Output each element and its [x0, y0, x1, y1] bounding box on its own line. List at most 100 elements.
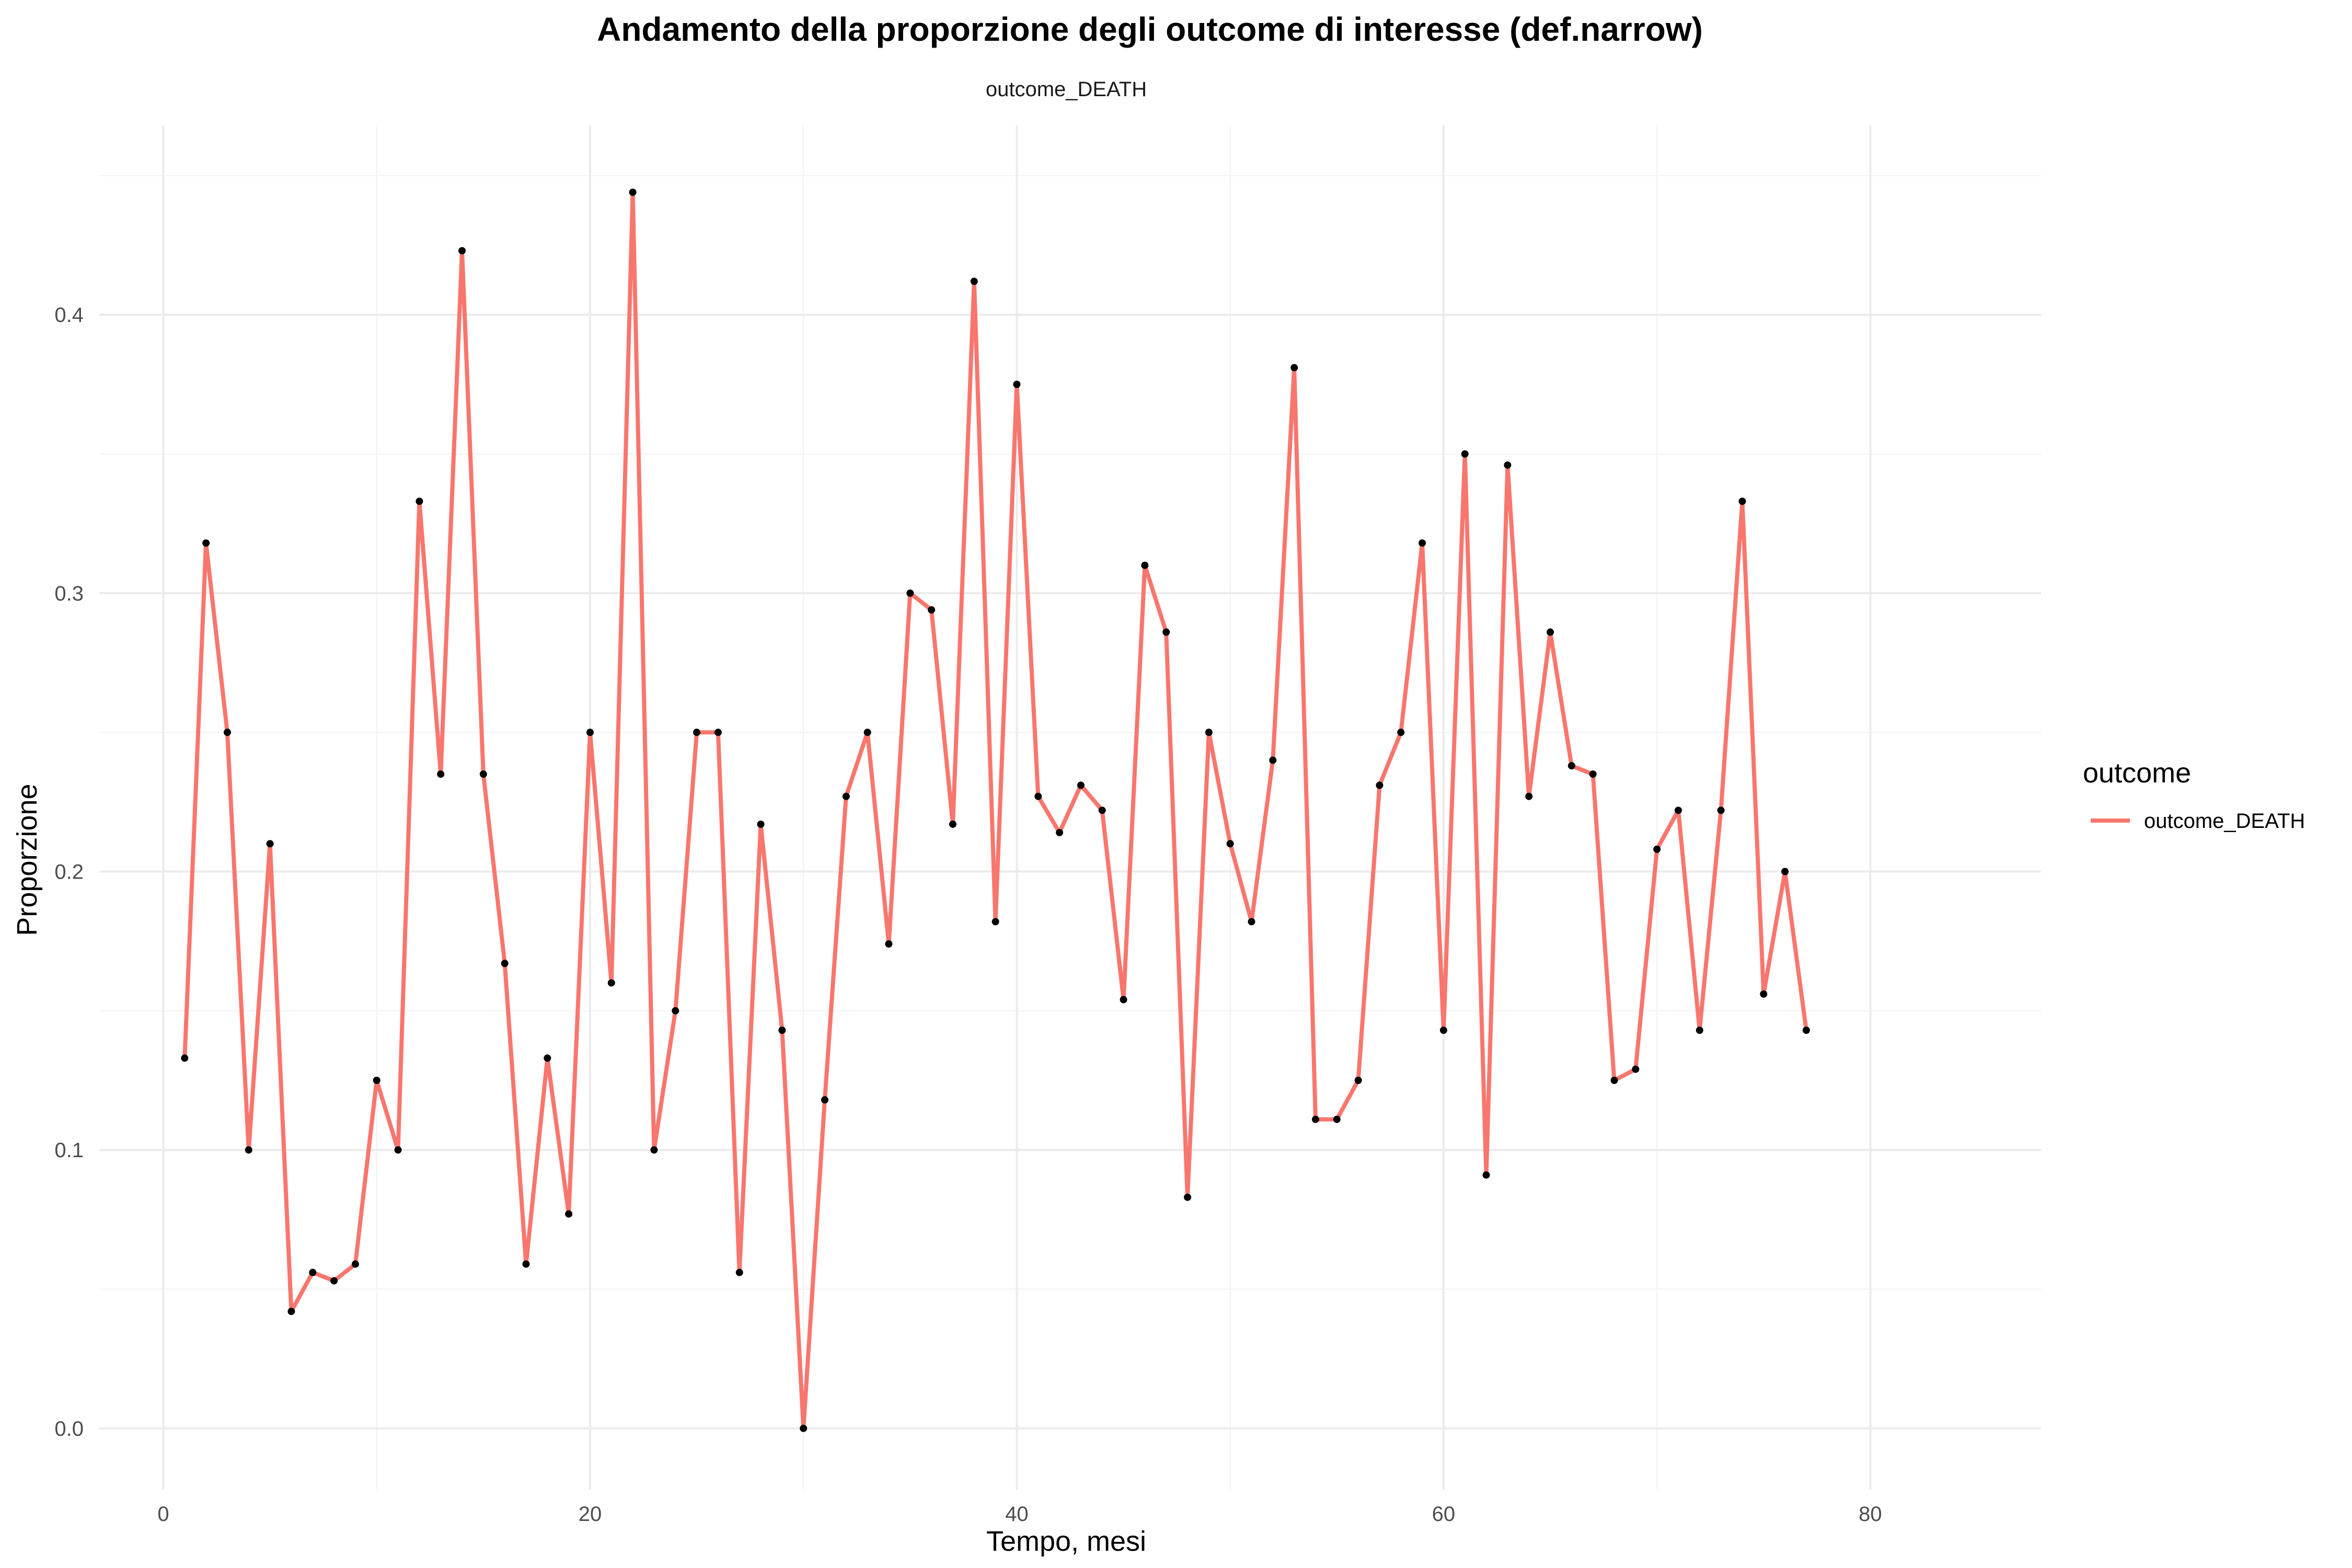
facet-strip-label: outcome_DEATH [986, 78, 1147, 101]
data-point [181, 1054, 189, 1062]
data-point [1248, 918, 1255, 926]
data-point [1439, 1027, 1447, 1034]
data-point [1333, 1115, 1341, 1123]
data-point [1419, 539, 1426, 547]
series-points [181, 188, 1810, 1432]
data-point [1311, 1115, 1319, 1123]
data-point [1696, 1027, 1703, 1034]
legend: outcome outcome_DEATH [2083, 757, 2305, 833]
y-tick-label: 0.3 [54, 582, 84, 605]
data-point [970, 278, 978, 285]
data-point [1184, 1193, 1192, 1201]
series-outcome-death [181, 188, 1810, 1432]
data-point [1162, 628, 1170, 636]
legend-title: outcome [2083, 757, 2191, 789]
y-tick-label: 0.2 [54, 861, 84, 884]
data-point [565, 1210, 573, 1218]
data-point [800, 1424, 808, 1432]
data-point [863, 729, 871, 736]
data-point [991, 918, 999, 926]
data-point [394, 1146, 402, 1154]
data-point [1376, 781, 1383, 789]
data-point [757, 820, 765, 828]
data-point [373, 1077, 381, 1084]
data-point [501, 960, 509, 967]
grid-major [99, 125, 2041, 1490]
data-point [1098, 806, 1106, 814]
data-point [1205, 729, 1213, 736]
data-point [1717, 806, 1725, 814]
data-point [309, 1269, 317, 1276]
data-point [223, 729, 231, 736]
data-point [245, 1146, 252, 1154]
data-point [735, 1269, 743, 1276]
data-point [906, 589, 914, 597]
data-point [1781, 868, 1789, 875]
grid-minor [99, 125, 2041, 1490]
x-tick-labels: 0 20 40 60 80 [157, 1503, 1882, 1526]
y-tick-label: 0.0 [54, 1417, 84, 1440]
data-point [842, 792, 850, 800]
series-line-outcome-death [182, 190, 1808, 1431]
data-point [1674, 806, 1682, 814]
data-point [1354, 1077, 1362, 1084]
data-point [778, 1027, 786, 1034]
data-point [586, 729, 594, 736]
data-point [672, 1007, 679, 1014]
data-point [607, 979, 615, 987]
data-point [202, 539, 210, 547]
data-point [1610, 1077, 1618, 1084]
data-point [522, 1260, 530, 1268]
data-point [1632, 1065, 1640, 1073]
data-point [1013, 381, 1021, 388]
data-point [266, 840, 274, 848]
data-point [1141, 561, 1149, 569]
data-point [1504, 461, 1512, 469]
data-point [1589, 770, 1597, 778]
data-point [949, 820, 956, 828]
data-point [544, 1054, 551, 1062]
data-point [351, 1260, 359, 1268]
legend-label-outcome-death: outcome_DEATH [2144, 810, 2305, 833]
data-point [1269, 756, 1277, 764]
data-point [1397, 729, 1405, 736]
data-point [287, 1308, 295, 1316]
chart-title: Andamento della proporzione degli outcom… [597, 10, 1703, 48]
y-tick-labels: 0.0 0.1 0.2 0.3 0.4 [54, 304, 84, 1440]
data-point [1120, 996, 1127, 1004]
data-point [1653, 845, 1661, 853]
data-point [821, 1096, 829, 1104]
data-point [1760, 990, 1768, 998]
data-point [416, 498, 423, 505]
data-point [1525, 792, 1533, 800]
data-point [1077, 781, 1085, 789]
data-point [1034, 792, 1042, 800]
data-point [458, 247, 466, 255]
data-point [1226, 840, 1234, 848]
x-tick-label: 20 [579, 1503, 602, 1526]
data-point [714, 729, 722, 736]
data-point [1547, 628, 1554, 636]
x-tick-label: 60 [1432, 1503, 1456, 1526]
data-point [330, 1277, 338, 1285]
y-axis-title: Proporzione [11, 783, 43, 936]
data-point [693, 729, 701, 736]
data-point [928, 606, 936, 614]
x-tick-label: 40 [1005, 1503, 1029, 1526]
x-axis-title: Tempo, mesi [986, 1526, 1146, 1557]
data-point [629, 188, 637, 196]
data-point [1738, 498, 1746, 505]
data-point [1802, 1027, 1810, 1034]
data-point [650, 1146, 658, 1154]
data-point [1290, 364, 1298, 372]
data-point [1461, 450, 1469, 458]
data-point [1567, 762, 1575, 770]
data-point [479, 770, 487, 778]
data-point [1056, 828, 1064, 836]
y-tick-label: 0.4 [54, 304, 84, 327]
data-point [1482, 1171, 1490, 1179]
data-point [885, 940, 893, 948]
x-tick-label: 80 [1859, 1503, 1882, 1526]
y-tick-label: 0.1 [54, 1139, 84, 1162]
